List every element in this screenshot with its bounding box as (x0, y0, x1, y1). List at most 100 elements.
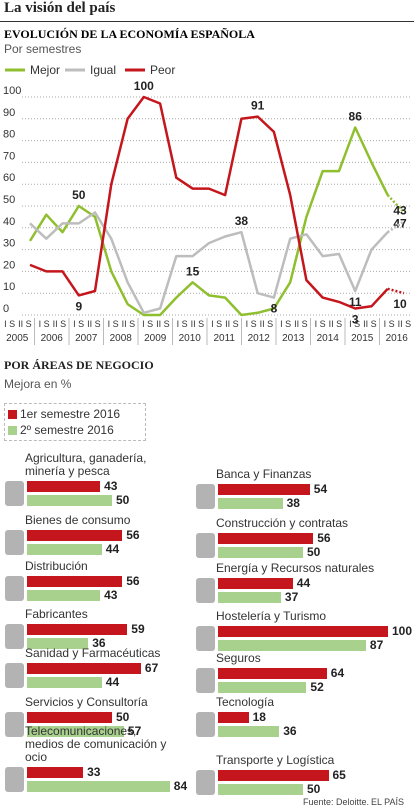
data-label: 36 (283, 724, 297, 738)
category-icon icon (196, 484, 215, 509)
data-label: 43 (104, 479, 118, 493)
chart-subtitle: Por semestres (4, 42, 81, 56)
x-tick-label: I S (246, 319, 257, 329)
source: Fuente: Deloitte. (303, 797, 370, 807)
year-label: 2006 (41, 333, 64, 344)
y-tick-label: 90 (3, 107, 15, 119)
bar-chart-subtitle: Mejora en % (4, 377, 72, 391)
x-tick-label: II S (260, 319, 274, 329)
year-label: 2013 (282, 333, 305, 344)
data-label: 56 (126, 574, 140, 588)
data-label: 44 (105, 542, 120, 556)
data-label: 64 (330, 666, 345, 680)
category-icon icon (196, 668, 215, 693)
data-label: 15 (186, 264, 200, 278)
data-label: 44 (296, 576, 311, 590)
data-label: 100 (134, 79, 154, 93)
data-label: 38 (235, 214, 249, 228)
data-label: 84 (173, 779, 188, 793)
x-tick-label: I S (349, 319, 360, 329)
x-tick-label: I S (142, 319, 153, 329)
x-tick-label: II S (294, 319, 308, 329)
bar (218, 668, 327, 679)
x-tick-label: II S (329, 319, 343, 329)
data-label: 59 (131, 622, 145, 636)
bar (27, 638, 89, 649)
year-label: 2014 (317, 333, 340, 344)
series-line (29, 95, 389, 310)
y-tick-label: 0 (3, 303, 9, 315)
category-label cat: Fabricantes (25, 607, 88, 621)
bar (218, 640, 366, 651)
data-label: 8 (271, 302, 278, 316)
series-line (28, 126, 389, 317)
y-tick-label: 100 (3, 85, 21, 97)
year-label: 2008 (110, 333, 133, 344)
bar (27, 677, 102, 688)
year-label: 2007 (75, 333, 98, 344)
category-icon icon (5, 576, 24, 601)
data-label: 10 (393, 297, 407, 311)
x-tick-label: I S (39, 319, 50, 329)
category-icon icon (5, 481, 24, 506)
data-label: 50 (116, 493, 130, 507)
bar (218, 626, 388, 637)
year-label: 2015 (351, 333, 374, 344)
data-label: 50 (307, 545, 321, 559)
x-tick-label: II S (53, 319, 67, 329)
bar (27, 663, 141, 674)
x-tick-label: II S (225, 319, 239, 329)
x-tick-label: I S (73, 319, 84, 329)
data-label: 86 (349, 110, 363, 124)
series-line-projection (387, 287, 405, 295)
category-label cat: Distribución (25, 559, 88, 573)
category-label cat: Transporte y Logística (216, 753, 335, 767)
bar-legend-box (4, 403, 146, 441)
data-label: 50 (307, 782, 321, 796)
credit: EL PAÍS (371, 797, 405, 807)
category-icon icon (5, 767, 24, 792)
bar (218, 726, 280, 737)
x-tick-label: I S (384, 319, 395, 329)
y-tick-label: 30 (3, 238, 15, 250)
x-tick-label: II S (18, 319, 32, 329)
title-rule (0, 21, 414, 22)
x-tick-label: II S (398, 319, 412, 329)
series-line-projection (387, 220, 405, 234)
data-label: 38 (286, 496, 300, 510)
category-label cat: Agricultura, ganadería, minería y pesca (25, 451, 147, 478)
bar-chart-title: POR ÁREAS DE NEGOCIO (4, 358, 154, 372)
category-icon icon (5, 530, 24, 555)
category-icon icon (196, 578, 215, 603)
data-label: 33 (87, 765, 101, 779)
legend-swatch (8, 410, 17, 419)
data-label: 43 (393, 203, 407, 217)
bar (27, 726, 124, 737)
x-tick-label: I S (177, 319, 188, 329)
y-tick-label: 50 (3, 194, 15, 206)
category-label cat: Tecnología (216, 695, 275, 709)
y-tick-label: 40 (3, 216, 15, 228)
bar (218, 578, 293, 589)
bar (218, 592, 281, 603)
data-label: 100 (392, 624, 413, 638)
data-label: 50 (72, 188, 86, 202)
legend-label: 2º semestre 2016 (20, 423, 114, 437)
data-label: 87 (369, 638, 384, 652)
bar (218, 770, 329, 781)
year-label: 2016 (386, 333, 409, 344)
category-icon icon (196, 712, 215, 737)
x-tick-label: II S (87, 319, 101, 329)
category-label cat: Bienes de consumo (25, 513, 131, 527)
bar (27, 624, 128, 635)
chart-title: EVOLUCIÓN DE LA ECONOMÍA ESPAÑOLA (4, 27, 255, 41)
x-tick-label: II S (191, 319, 205, 329)
data-label: 43 (104, 588, 118, 602)
x-tick-label: II S (156, 319, 170, 329)
data-label: 37 (284, 590, 299, 604)
category-label cat: Seguros (216, 651, 261, 665)
y-tick-label: 70 (3, 150, 15, 162)
bar (27, 544, 102, 555)
category-label cat: Construcción y contratas (216, 516, 349, 530)
